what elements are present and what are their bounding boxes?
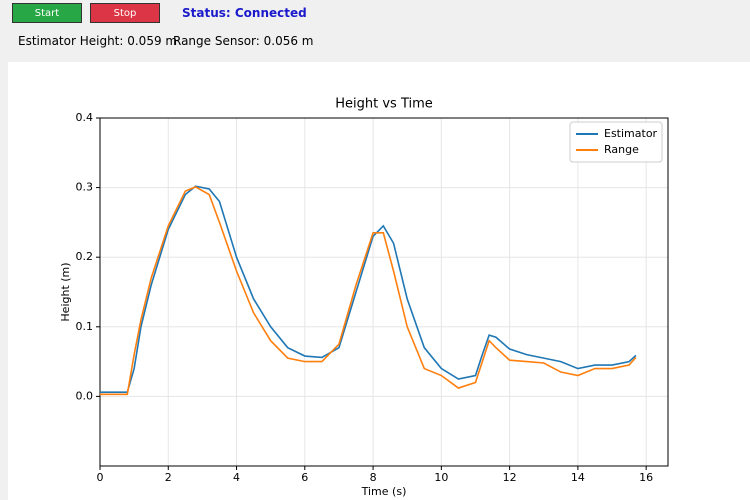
y-tick-label: 0.3 [76, 181, 94, 194]
stop-button[interactable]: Stop [90, 3, 160, 23]
estimator-readout: Estimator Height: 0.059 m [18, 34, 178, 48]
legend-box [569, 121, 663, 163]
x-tick-label: 0 [97, 471, 104, 484]
legend-label: Range [604, 143, 639, 156]
y-tick-label: 0.0 [76, 389, 94, 402]
chart-title: Height vs Time [335, 97, 433, 112]
y-axis-label: Height (m) [59, 262, 72, 321]
x-tick-label: 6 [301, 471, 308, 484]
x-tick-label: 10 [434, 471, 448, 484]
x-tick-label: 2 [165, 471, 172, 484]
plot-frame [99, 117, 669, 467]
start-button[interactable]: Start [12, 3, 82, 23]
x-tick-label: 12 [503, 471, 517, 484]
range-readout: Range Sensor: 0.056 m [173, 34, 314, 48]
legend-label: Estimator [604, 127, 658, 140]
data-line [100, 185, 637, 394]
data-line [100, 186, 637, 396]
x-tick-label: 16 [639, 471, 653, 484]
y-tick-label: 0.1 [76, 320, 94, 333]
y-tick-label: 0.2 [76, 250, 94, 263]
x-axis-label: Time (s) [361, 485, 407, 498]
x-tick-label: 8 [370, 471, 377, 484]
status-text: Status: Connected [182, 6, 307, 20]
y-tick-label: 0.4 [76, 111, 94, 124]
x-tick-label: 14 [571, 471, 585, 484]
x-tick-label: 4 [233, 471, 240, 484]
